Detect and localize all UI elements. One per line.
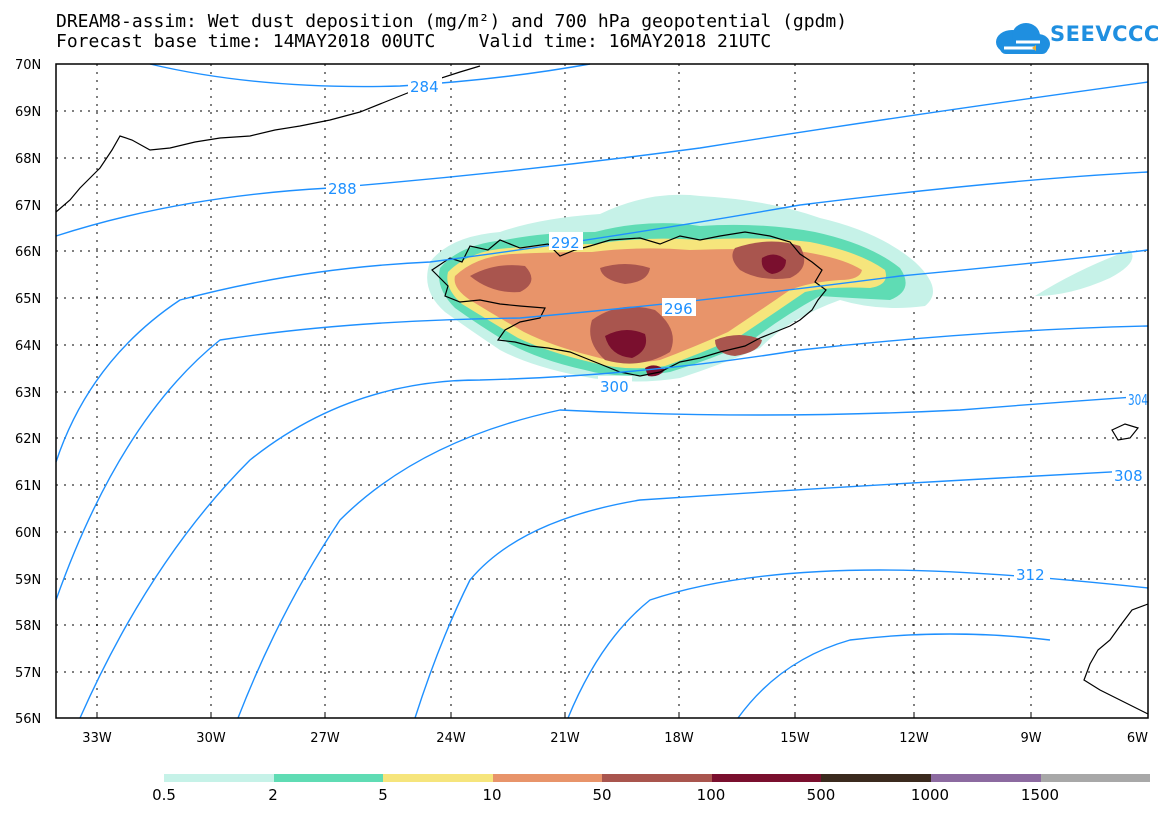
contour-label-288: 288 bbox=[328, 180, 357, 198]
legend-swatch bbox=[711, 774, 822, 782]
cloud-icon bbox=[996, 23, 1050, 54]
logo-text: SEEVCCC bbox=[1050, 22, 1160, 46]
lat-label: 57N bbox=[15, 666, 41, 681]
lon-label: 30W bbox=[196, 731, 226, 746]
geopotential-contours bbox=[55, 63, 1149, 719]
faroe-coastline bbox=[1111, 423, 1140, 441]
lat-label: 59N bbox=[15, 573, 41, 588]
contour-label-292: 292 bbox=[551, 234, 580, 252]
legend-swatch bbox=[164, 774, 274, 782]
lon-label: 27W bbox=[310, 731, 340, 746]
lat-label: 70N bbox=[15, 58, 41, 73]
latitude-labels: 70N 69N 68N 67N 66N 65N 64N 63N 62N 61N … bbox=[15, 58, 41, 727]
contour-296 bbox=[55, 249, 1149, 601]
legend-swatch bbox=[821, 774, 931, 782]
lat-label: 69N bbox=[15, 105, 41, 120]
legend-swatch bbox=[492, 774, 603, 782]
deposition-0.5-east bbox=[1035, 250, 1133, 296]
map-title: DREAM8-assim: Wet dust deposition (mg/m²… bbox=[56, 11, 848, 32]
lat-label: 56N bbox=[15, 712, 41, 727]
legend-label: 100 bbox=[696, 786, 726, 804]
lat-label: 65N bbox=[15, 292, 41, 307]
seevccc-logo bbox=[996, 23, 1050, 54]
legend-label: 500 bbox=[806, 786, 836, 804]
lat-label: 67N bbox=[15, 199, 41, 214]
lon-label: 6W bbox=[1127, 731, 1148, 746]
contour-label-296: 296 bbox=[664, 300, 693, 318]
legend-label: 2 bbox=[268, 786, 278, 804]
legend-swatch bbox=[273, 774, 384, 782]
contour-300 bbox=[79, 325, 1149, 719]
contour-label-304: 304 bbox=[1128, 391, 1148, 409]
color-legend bbox=[164, 774, 1151, 782]
scotland-coastline bbox=[1083, 603, 1149, 715]
legend-swatch bbox=[930, 774, 1041, 782]
ticks bbox=[96, 712, 1032, 718]
lat-label: 58N bbox=[15, 619, 41, 634]
lon-label: 24W bbox=[436, 731, 466, 746]
lat-label: 66N bbox=[15, 245, 41, 260]
contour-288 bbox=[55, 81, 1149, 237]
deposition-100 bbox=[605, 329, 647, 358]
deposition-100 bbox=[761, 254, 786, 274]
lon-label: 15W bbox=[780, 731, 810, 746]
lon-label: 33W bbox=[82, 731, 112, 746]
contour-316 bbox=[737, 633, 1051, 719]
contour-label-284: 284 bbox=[410, 78, 439, 96]
legend-label: 5 bbox=[378, 786, 388, 804]
lat-label: 63N bbox=[15, 386, 41, 401]
contour-284 bbox=[149, 63, 591, 88]
legend-swatch bbox=[1040, 774, 1151, 782]
contour-label-308: 308 bbox=[1114, 467, 1143, 485]
lon-label: 21W bbox=[550, 731, 580, 746]
deposition-50 bbox=[470, 265, 532, 293]
contour-label-300: 300 bbox=[600, 378, 629, 396]
lon-label: 9W bbox=[1020, 731, 1041, 746]
lat-label: 68N bbox=[15, 152, 41, 167]
lon-label: 12W bbox=[899, 731, 929, 746]
lat-label: 60N bbox=[15, 526, 41, 541]
deposition-50 bbox=[600, 264, 650, 284]
contour-labels: 284 288 292 296 300 304 308 312 bbox=[326, 76, 1150, 584]
longitude-labels: 33W 30W 27W 24W 21W 18W 15W 12W 9W 6W bbox=[82, 731, 1148, 746]
lat-label: 64N bbox=[15, 339, 41, 354]
legend-label: 0.5 bbox=[152, 786, 176, 804]
lat-label: 61N bbox=[15, 479, 41, 494]
legend-label: 1500 bbox=[1020, 786, 1060, 804]
lat-label: 62N bbox=[15, 432, 41, 447]
map-subtitle: Forecast base time: 14MAY2018 00UTC Vali… bbox=[56, 31, 772, 52]
dust-deposition-field bbox=[427, 194, 1133, 382]
legend-label: 1000 bbox=[910, 786, 950, 804]
contour-308 bbox=[414, 469, 1149, 719]
contour-304 bbox=[237, 395, 1149, 719]
greenland-coastline bbox=[55, 65, 481, 213]
contour-label-312: 312 bbox=[1016, 566, 1045, 584]
legend-label: 10 bbox=[482, 786, 502, 804]
contour-312 bbox=[567, 569, 1149, 719]
map-frame bbox=[55, 63, 1149, 719]
contour-292 bbox=[55, 171, 1149, 463]
legend-swatch bbox=[383, 774, 493, 782]
legend-label: 50 bbox=[592, 786, 612, 804]
lon-label: 18W bbox=[664, 731, 694, 746]
legend-swatch bbox=[602, 774, 712, 782]
